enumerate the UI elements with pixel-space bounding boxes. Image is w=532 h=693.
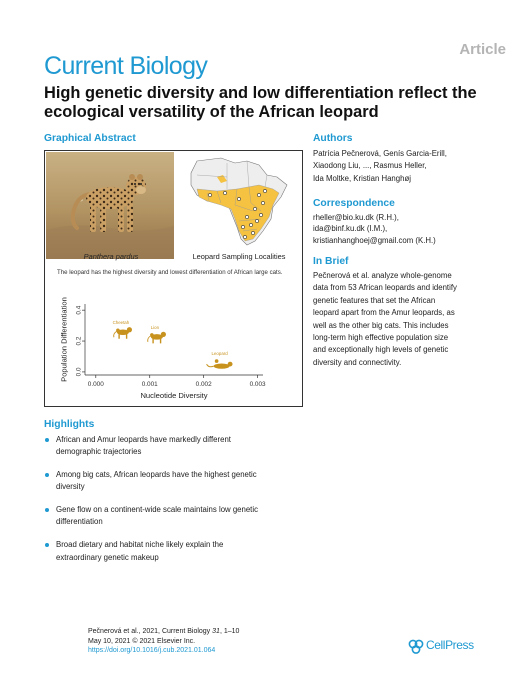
y-tick-label: 0.2 [76,336,83,345]
highlight-line: extraordinary genetic makeup [56,552,159,562]
cheetah-tail-icon [113,330,118,338]
y-tick-label: 0.4 [76,305,83,314]
article-title: High genetic diversity and low different… [44,84,477,121]
in-brief-line: data from 53 African leopards and identi… [313,283,457,293]
leopard-range [196,184,280,242]
lion-icon [150,334,163,340]
cheetah-icon [116,329,129,336]
in-brief-line: long-term high effective population size [313,333,449,343]
highlight-line: Gene flow on a continent-wide scale main… [56,505,258,515]
authors-heading: Authors [313,133,353,144]
highlights-list: African and Amur leopards have markedly … [44,434,306,574]
bullet-icon [45,473,49,478]
in-brief-line: genetic features that set the African [313,295,436,305]
correspondence-email[interactable]: ida@binf.ku.dk (I.M.), [313,224,388,234]
authors-line: Patrícia Pečnerová, Genís Garcia-Erill, [313,149,447,158]
authors-line: Ida Moltke, Kristian Hanghøj [313,173,411,183]
photo-caption: Panthera pardus [83,252,139,261]
correspondence-heading: Correspondence [313,198,395,209]
lion-head-icon [160,331,166,337]
lion-leg-icon [152,338,154,344]
highlight-line: Among big cats, African leopards have th… [56,470,257,480]
graphical-abstract-heading: Graphical Abstract [44,133,136,144]
abstract-note: The leopard has the highest diversity an… [57,269,283,276]
highlight-item: Broad dietary and habitat niche likely e… [44,539,306,564]
highlight-line: demographic trajectories [56,447,142,457]
highlight-item: Among big cats, African leopards have th… [44,469,306,494]
x-tick-label: 0.003 [250,381,266,388]
in-brief-line: Pečnerová et al. analyze whole-genome [313,271,452,280]
cheetah-point [113,327,133,339]
in-brief-line: leopard apart from the Amur leopards, as [313,308,455,318]
citation-footer: Pečnerová et al., 2021, Current Biology … [88,627,338,656]
diversity-differentiation-chart: 0.000 0.001 0.002 0.003 0.0 0.2 0.4 Nucleotide … [60,297,267,400]
lion-label: Lion [151,325,160,330]
leopard-point [206,359,233,369]
y-tick-label: 0.0 [76,367,83,376]
in-brief-text: Pečnerová et al. analyze whole-genome da… [313,270,508,369]
highlight-item: African and Amur leopards have markedly … [44,434,306,459]
lion-point [147,331,166,344]
correspondence-email[interactable]: rheller@bio.ku.dk (R.H.), [313,213,399,222]
in-brief-line: diversity and connectivity. [313,357,402,367]
citation-line: Pečnerová et al., 2021, Current Biology … [88,627,338,637]
highlight-line: differentiation [56,517,103,527]
lion-tail-icon [147,335,152,342]
bullet-icon [45,508,49,513]
leopard-head-icon [227,361,233,367]
lion-leg-icon [159,338,162,344]
in-brief-line: well as the other big cats. This include… [313,320,449,330]
cheetah-head-icon [126,327,133,333]
correspondence-email[interactable]: kristianhanghoej@gmail.com (K.H.) [313,235,436,245]
x-axis-label: Nucleotide Diversity [140,391,207,400]
citation-authors: Pečnerová et al., 2021, Current Biology [88,628,213,635]
bullet-icon [45,543,49,548]
in-brief-heading: In Brief [313,256,349,267]
doi-link[interactable]: https://doi.org/10.1016/j.cub.2021.01.06… [88,647,216,655]
bullet-icon [45,438,49,442]
graphical-abstract-box: Panthera pardus Leopard Sampling Localit… [44,150,303,407]
leopard-icon [213,363,230,369]
x-tick-label: 0.000 [88,381,104,388]
cellpress-logo: CellPress [408,638,512,654]
map-caption: Leopard Sampling Localities [192,252,286,261]
leopard-photo [46,152,174,259]
highlight-item: Gene flow on a continent-wide scale main… [44,504,306,529]
leopard-tail-icon [206,363,214,368]
citation-volume: 31 [212,628,220,635]
highlight-line: African and Amur leopards have markedly … [56,435,231,444]
x-tick-label: 0.002 [196,381,212,388]
in-brief-line: and exceptionally high levels of genetic [313,345,449,355]
x-tick-label: 0.001 [142,381,158,388]
highlights-heading: Highlights [44,419,95,430]
cellpress-icon [408,639,424,654]
leopard-label: Leopard [212,351,229,356]
citation-pages: , 1–10 [219,628,240,635]
article-type-tag: Article [459,41,506,58]
correspondence-list: rheller@bio.ku.dk (R.H.), ida@binf.ku.dk… [313,212,503,246]
y-axis-label: Population Differentiation [60,297,69,382]
cheetah-leg-icon [125,333,128,339]
journal-name: Current Biology [44,52,208,80]
cheetah-leg-icon [118,333,120,339]
africa-sampling-map [190,157,288,246]
citation-date: May 10, 2021 © 2021 Elsevier Inc. [88,637,196,645]
authors-list: Patrícia Pečnerová, Genís Garcia-Erill, … [313,148,503,185]
publisher-name: CellPress [426,638,474,652]
authors-line: Xiaodong Liu, ..., Rasmus Heller, [313,161,427,171]
highlight-line: diversity [56,482,85,492]
leopard-dot [214,359,219,363]
highlight-line: Broad dietary and habitat niche likely e… [56,540,224,550]
cheetah-label: Cheetah [113,320,130,325]
